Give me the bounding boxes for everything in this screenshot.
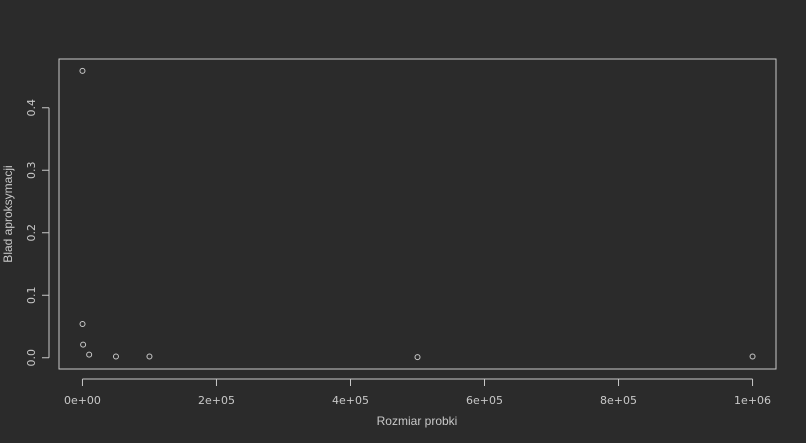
y-tick-label: 0.4 [25,99,38,117]
data-point [86,351,93,358]
y-axis: 0.0 0.1 0.2 0.3 0.4 [25,99,50,367]
y-tick-label: 0.1 [25,287,38,305]
x-tick-label: 2e+05 [198,394,235,407]
data-point [79,321,86,327]
data-point [79,67,86,74]
x-axis-label: Rozmiar probki [377,414,458,428]
data-point [80,341,87,348]
x-tick-label: 4e+05 [332,394,369,407]
data-point [112,353,119,360]
data-points [79,67,756,361]
y-tick-label: 0.2 [25,224,38,242]
data-point [146,353,153,360]
x-tick-label: 8e+05 [600,394,637,407]
y-tick-label: 0.3 [25,162,38,180]
y-axis-label: Blad aproksymacji [1,165,15,262]
x-tick-label: 6e+05 [466,394,503,407]
x-axis: 0e+00 2e+05 4e+05 6e+05 8e+05 1e+06 [64,378,771,407]
x-tick-label: 1e+06 [734,394,771,407]
x-tick-label: 0e+00 [64,394,101,407]
data-point [749,353,756,360]
y-tick-label: 0.0 [25,349,38,367]
plot-frame [58,58,777,370]
data-point [414,354,421,361]
